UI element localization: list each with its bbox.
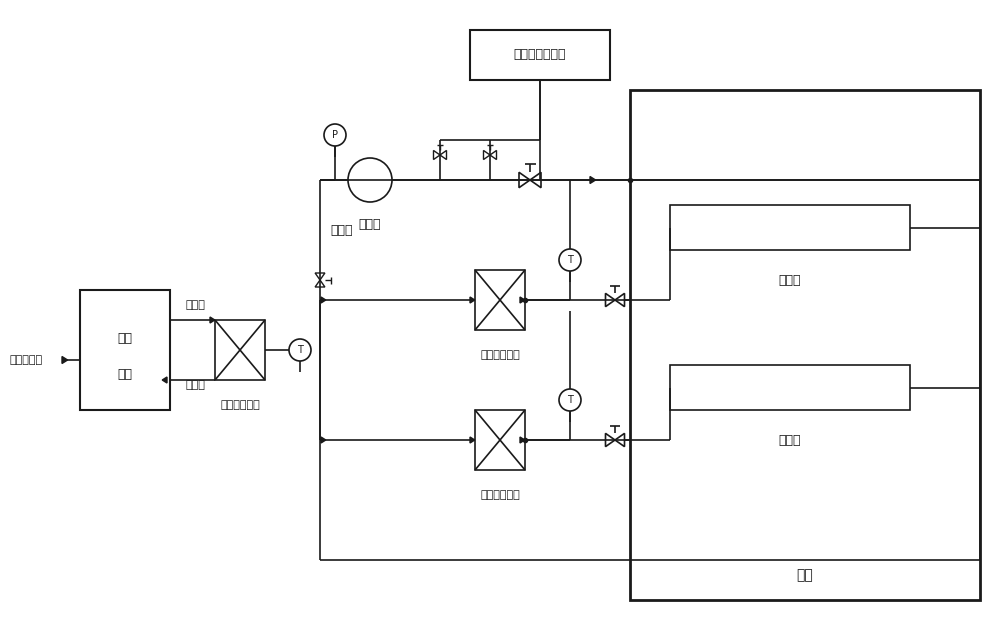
Polygon shape [606, 294, 615, 307]
Polygon shape [490, 151, 496, 159]
Bar [630, 90, 980, 600]
Text: 载冷剂缓冲容器: 载冷剂缓冲容器 [514, 49, 566, 62]
Text: 主热沉: 主热沉 [779, 273, 801, 287]
Polygon shape [519, 172, 530, 188]
Text: 辅热沉: 辅热沉 [779, 433, 801, 447]
Text: 冷却循环水: 冷却循环水 [10, 355, 43, 365]
Polygon shape [315, 280, 325, 287]
Bar [80, 290, 170, 410]
Text: T: T [297, 345, 303, 355]
Polygon shape [520, 297, 525, 303]
Polygon shape [530, 172, 541, 188]
Circle shape [559, 389, 581, 411]
Polygon shape [321, 297, 326, 303]
Polygon shape [590, 176, 596, 183]
Text: 循环泵: 循环泵 [359, 219, 381, 231]
Text: T: T [567, 255, 573, 265]
Text: 载冷剂冷却器: 载冷剂冷却器 [220, 400, 260, 410]
Polygon shape [484, 151, 490, 159]
Polygon shape [606, 433, 615, 447]
Text: 制冷剂: 制冷剂 [185, 300, 205, 310]
Bar [475, 270, 525, 330]
Polygon shape [321, 437, 326, 443]
Circle shape [348, 158, 392, 202]
Bar [670, 365, 910, 410]
Bar [475, 410, 525, 470]
Polygon shape [440, 151, 446, 159]
Text: 载冷剂: 载冷剂 [330, 224, 352, 236]
Text: 容器: 容器 [797, 568, 813, 582]
Bar [470, 30, 610, 80]
Polygon shape [615, 433, 624, 447]
Text: 制冷剂: 制冷剂 [185, 380, 205, 390]
Polygon shape [615, 294, 624, 307]
Circle shape [559, 249, 581, 271]
Polygon shape [434, 151, 440, 159]
Bar [215, 320, 265, 380]
Text: 载冷剂加热器: 载冷剂加热器 [480, 350, 520, 360]
Text: P: P [332, 130, 338, 140]
Polygon shape [520, 437, 525, 443]
Bar [670, 205, 910, 250]
Polygon shape [62, 357, 68, 364]
Polygon shape [470, 437, 475, 443]
Text: 载冷剂加热器: 载冷剂加热器 [480, 490, 520, 500]
Polygon shape [315, 273, 325, 280]
Polygon shape [210, 317, 215, 323]
Circle shape [324, 124, 346, 146]
Text: 机组: 机组 [118, 367, 132, 381]
Circle shape [289, 339, 311, 361]
Polygon shape [162, 377, 167, 383]
Text: 制冷: 制冷 [118, 331, 132, 345]
Text: T: T [567, 395, 573, 405]
Polygon shape [470, 297, 475, 303]
